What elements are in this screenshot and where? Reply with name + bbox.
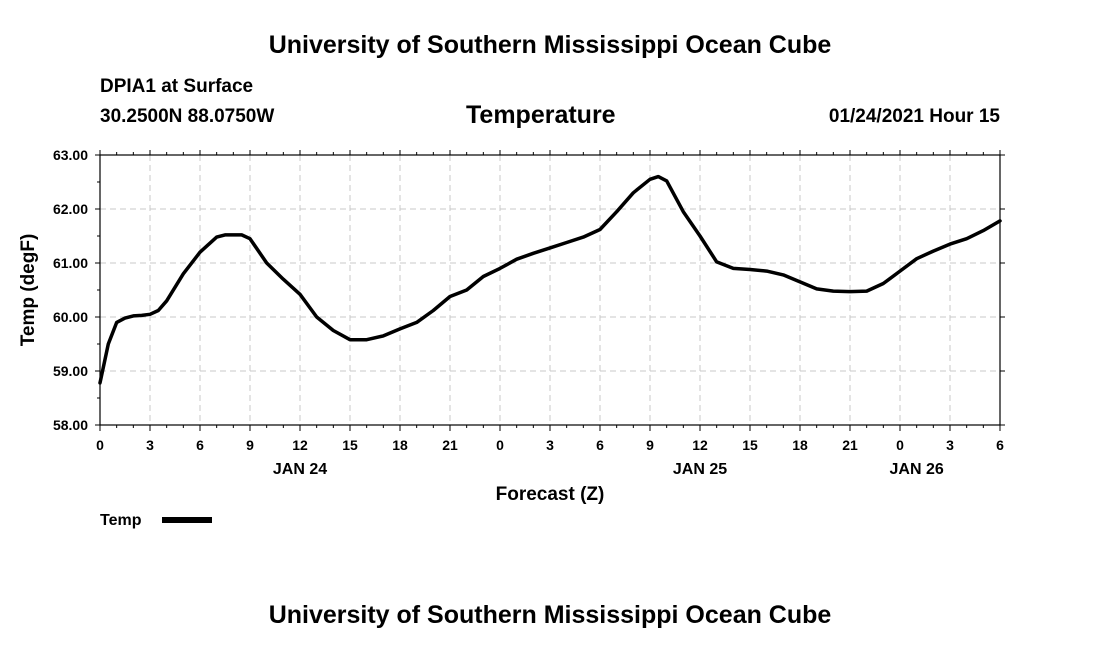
grid-lines: [100, 155, 1000, 425]
chart-title: Temperature: [466, 101, 616, 129]
date-label: JAN 26: [890, 461, 944, 478]
x-tick-label: 6: [196, 437, 204, 453]
date-labels: JAN 24 JAN 25 JAN 26: [273, 461, 944, 478]
x-tick-label: 0: [96, 437, 104, 453]
x-tick-label: 18: [792, 437, 808, 453]
y-tick-label: 63.00: [53, 147, 88, 163]
x-tick-label: 21: [842, 437, 858, 453]
date-label: JAN 25: [673, 461, 727, 478]
station-coordinates: 30.2500N 88.0750W: [100, 106, 275, 127]
x-tick-label: 12: [692, 437, 708, 453]
y-axis-ticks: 58.00 59.00 60.00 61.00 62.00 63.00: [53, 147, 1005, 433]
x-tick-label: 0: [496, 437, 504, 453]
x-tick-label: 12: [292, 437, 308, 453]
x-tick-label: 6: [596, 437, 604, 453]
y-axis-label: Temp (degF): [18, 234, 39, 347]
x-tick-label: 18: [392, 437, 408, 453]
date-label: JAN 24: [273, 461, 327, 478]
page-title-top: University of Southern Mississippi Ocean…: [268, 31, 832, 59]
y-tick-label: 61.00: [53, 255, 88, 271]
x-axis-ticks: 0 3 6 9 12 15 18 21 0 3 6 9 12 15 18 21 0 3 6: [96, 150, 1004, 453]
legend-label: Temp: [100, 512, 142, 529]
x-axis-label: Forecast (Z): [496, 484, 605, 505]
y-tick-label: 58.00: [53, 417, 88, 433]
y-tick-label: 62.00: [53, 201, 88, 217]
x-tick-label: 21: [442, 437, 458, 453]
x-tick-label: 9: [646, 437, 654, 453]
page-title-bottom: University of Southern Mississippi Ocean…: [268, 601, 832, 629]
x-tick-label: 6: [996, 437, 1004, 453]
station-label: DPIA1 at Surface: [100, 76, 254, 97]
series-line-temp: [98, 174, 1002, 385]
y-tick-label: 60.00: [53, 309, 88, 325]
x-tick-label: 0: [896, 437, 904, 453]
x-tick-label: 3: [546, 437, 554, 453]
x-tick-label: 3: [946, 437, 954, 453]
x-tick-label: 9: [246, 437, 254, 453]
x-tick-label: 3: [146, 437, 154, 453]
forecast-datetime: 01/24/2021 Hour 15: [828, 106, 1000, 127]
x-tick-label: 15: [342, 437, 358, 453]
x-tick-label: 15: [742, 437, 758, 453]
y-tick-label: 59.00: [53, 363, 88, 379]
